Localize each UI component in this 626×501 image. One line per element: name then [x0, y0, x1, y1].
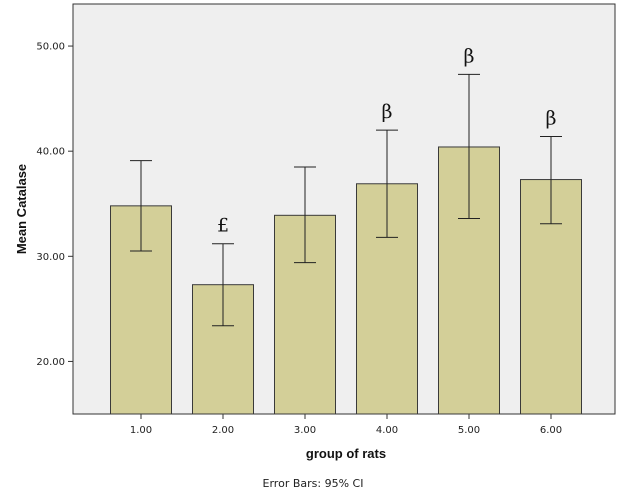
- x-tick-label: 2.00: [212, 425, 234, 436]
- y-tick-label: 50.00: [36, 42, 65, 53]
- significance-marker: β: [464, 45, 475, 67]
- x-tick-label: 6.00: [540, 425, 562, 436]
- x-tick-label: 4.00: [376, 425, 398, 436]
- error-bars: [130, 73, 562, 327]
- x-tick-label: 1.00: [130, 425, 152, 436]
- bars: [110, 146, 582, 415]
- annotations: £ β β β: [217, 45, 557, 236]
- bar-2.00: [192, 284, 254, 415]
- x-tick-label: 5.00: [458, 425, 480, 436]
- y-axis-title: Mean Catalase: [14, 164, 29, 254]
- y-axis: 20.00 30.00 40.00 50.00: [36, 42, 73, 368]
- error-bars-footnote: Error Bars: 95% CI: [263, 477, 364, 490]
- x-axis-title: group of rats: [306, 446, 386, 461]
- significance-marker: £: [217, 215, 229, 237]
- significance-marker: β: [546, 107, 557, 129]
- significance-marker: β: [382, 101, 393, 123]
- x-tick-label: 3.00: [294, 425, 316, 436]
- y-tick-label: 20.00: [36, 357, 65, 368]
- x-axis: 1.00 2.00 3.00 4.00 5.00 6.00: [130, 414, 562, 436]
- y-tick-label: 40.00: [36, 147, 65, 158]
- y-tick-label: 30.00: [36, 252, 65, 263]
